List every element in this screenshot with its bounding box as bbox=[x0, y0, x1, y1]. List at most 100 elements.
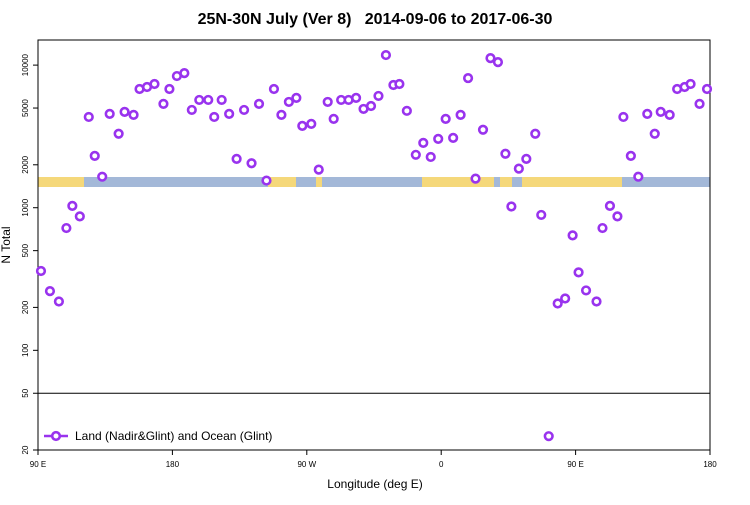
data-point bbox=[297, 120, 308, 131]
data-point bbox=[513, 163, 524, 174]
data-point bbox=[253, 98, 265, 109]
data-point bbox=[633, 171, 644, 182]
data-point bbox=[618, 111, 629, 123]
data-point bbox=[573, 267, 584, 278]
y-tick-label: 1000 bbox=[21, 198, 30, 216]
data-point bbox=[373, 90, 384, 102]
data-point bbox=[655, 106, 666, 117]
data-point bbox=[246, 158, 257, 169]
plot-frame bbox=[37, 39, 711, 451]
data-point bbox=[506, 201, 517, 212]
data-point bbox=[591, 296, 602, 307]
y-tick-label: 50 bbox=[21, 388, 30, 397]
data-point bbox=[89, 150, 100, 161]
y-tick-label: 500 bbox=[21, 243, 30, 257]
y-tick-label: 100 bbox=[21, 343, 30, 357]
data-point bbox=[521, 153, 532, 164]
land-mask-strip bbox=[38, 177, 710, 187]
data-point bbox=[322, 96, 333, 108]
data-point bbox=[492, 56, 504, 68]
data-point bbox=[433, 133, 444, 144]
data-point bbox=[649, 128, 660, 139]
data-point bbox=[580, 285, 592, 296]
data-point bbox=[380, 49, 392, 61]
data-point bbox=[261, 175, 272, 186]
x-tick-label: 90 E bbox=[567, 460, 583, 469]
data-point bbox=[401, 105, 412, 116]
data-point bbox=[313, 164, 324, 175]
data-point bbox=[418, 137, 429, 148]
data-point bbox=[530, 128, 541, 139]
data-point bbox=[128, 109, 139, 120]
data-point bbox=[158, 98, 169, 109]
data-point bbox=[67, 200, 78, 211]
data-point bbox=[560, 293, 571, 304]
data-point bbox=[44, 286, 56, 297]
data-point bbox=[61, 222, 72, 234]
y-axis-label: N Total bbox=[0, 226, 13, 263]
data-point bbox=[224, 108, 235, 119]
data-point bbox=[276, 109, 287, 120]
data-point bbox=[485, 52, 496, 64]
data-point bbox=[642, 108, 653, 119]
data-point bbox=[394, 78, 405, 90]
data-point bbox=[470, 173, 481, 184]
data-point bbox=[455, 109, 466, 120]
data-point bbox=[97, 171, 108, 182]
legend-label: Land (Nadir&Glint) and Ocean (Glint) bbox=[75, 429, 272, 443]
data-point bbox=[685, 78, 696, 90]
data-point bbox=[209, 111, 220, 123]
data-point bbox=[328, 113, 339, 124]
data-point bbox=[597, 222, 608, 234]
data-point bbox=[186, 104, 197, 116]
data-point bbox=[350, 92, 362, 103]
data-point bbox=[179, 67, 190, 79]
data-point bbox=[410, 149, 421, 160]
x-tick-label: 0 bbox=[439, 460, 444, 469]
data-point bbox=[567, 230, 578, 241]
data-point bbox=[194, 94, 205, 106]
data-point bbox=[462, 72, 474, 84]
data-point bbox=[74, 211, 85, 222]
data-point bbox=[231, 153, 242, 164]
data-point bbox=[365, 100, 377, 112]
x-axis-label: Longitude (deg E) bbox=[327, 477, 422, 491]
y-tick-label: 200 bbox=[21, 300, 30, 314]
data-point bbox=[306, 118, 317, 130]
data-point bbox=[536, 209, 547, 221]
data-point bbox=[203, 94, 214, 106]
data-point bbox=[283, 96, 294, 108]
data-point bbox=[701, 83, 713, 95]
data-point bbox=[425, 151, 436, 163]
y-tick-label: 20 bbox=[21, 445, 30, 454]
data-point bbox=[35, 265, 47, 277]
x-tick-label: 180 bbox=[703, 460, 717, 469]
data-point bbox=[104, 108, 115, 119]
data-point bbox=[268, 83, 280, 95]
data-point bbox=[552, 298, 563, 309]
data-point bbox=[448, 132, 459, 143]
legend-marker bbox=[50, 430, 62, 442]
data-point bbox=[164, 83, 175, 95]
data-point bbox=[694, 98, 705, 109]
data-point bbox=[440, 113, 451, 124]
data-point bbox=[291, 92, 302, 103]
data-point bbox=[477, 124, 489, 135]
data-point bbox=[83, 111, 94, 123]
data-point bbox=[604, 200, 616, 211]
y-tick-label: 2000 bbox=[21, 155, 30, 173]
data-point bbox=[612, 211, 623, 222]
data-point bbox=[543, 431, 554, 442]
data-point bbox=[53, 296, 65, 307]
data-point bbox=[119, 106, 130, 117]
data-point bbox=[113, 128, 124, 139]
data-point bbox=[149, 78, 160, 90]
x-tick-label: 90 E bbox=[30, 460, 46, 469]
data-point bbox=[216, 94, 227, 106]
y-tick-label: 5000 bbox=[21, 99, 30, 117]
x-tick-label: 90 W bbox=[297, 460, 316, 469]
data-point bbox=[238, 104, 250, 116]
data-point bbox=[625, 150, 636, 161]
data-point bbox=[500, 148, 511, 159]
